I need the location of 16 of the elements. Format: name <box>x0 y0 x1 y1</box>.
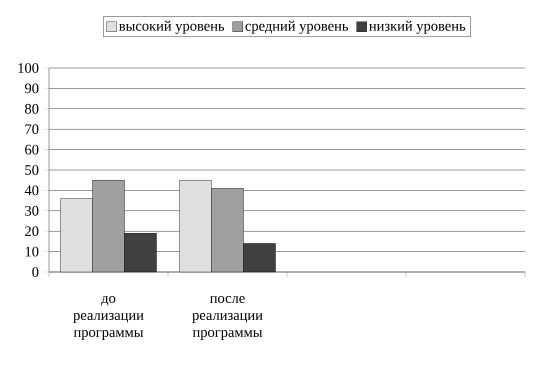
y-tick-label: 0 <box>32 267 38 277</box>
legend-label: средний уровень <box>245 20 348 34</box>
y-tick-label: 100 <box>18 63 38 73</box>
y-tick-label: 30 <box>25 206 38 216</box>
x-tick-label: до реализации программы <box>73 296 144 340</box>
y-tick-label: 90 <box>24 84 38 94</box>
y-tick-label: 80 <box>25 104 38 114</box>
legend-label: низкий уровень <box>369 20 466 34</box>
y-tick-label: 60 <box>25 144 38 154</box>
y-tick-label: 70 <box>25 124 38 134</box>
y-tick-label: 50 <box>25 165 38 175</box>
y-tick-label: 10 <box>26 246 38 256</box>
x-tick-label: после реализации программы <box>192 296 263 340</box>
y-tick-label: 20 <box>25 226 38 236</box>
y-tick-label: 40 <box>24 186 38 196</box>
legend-label: высокий уровень <box>119 20 224 34</box>
